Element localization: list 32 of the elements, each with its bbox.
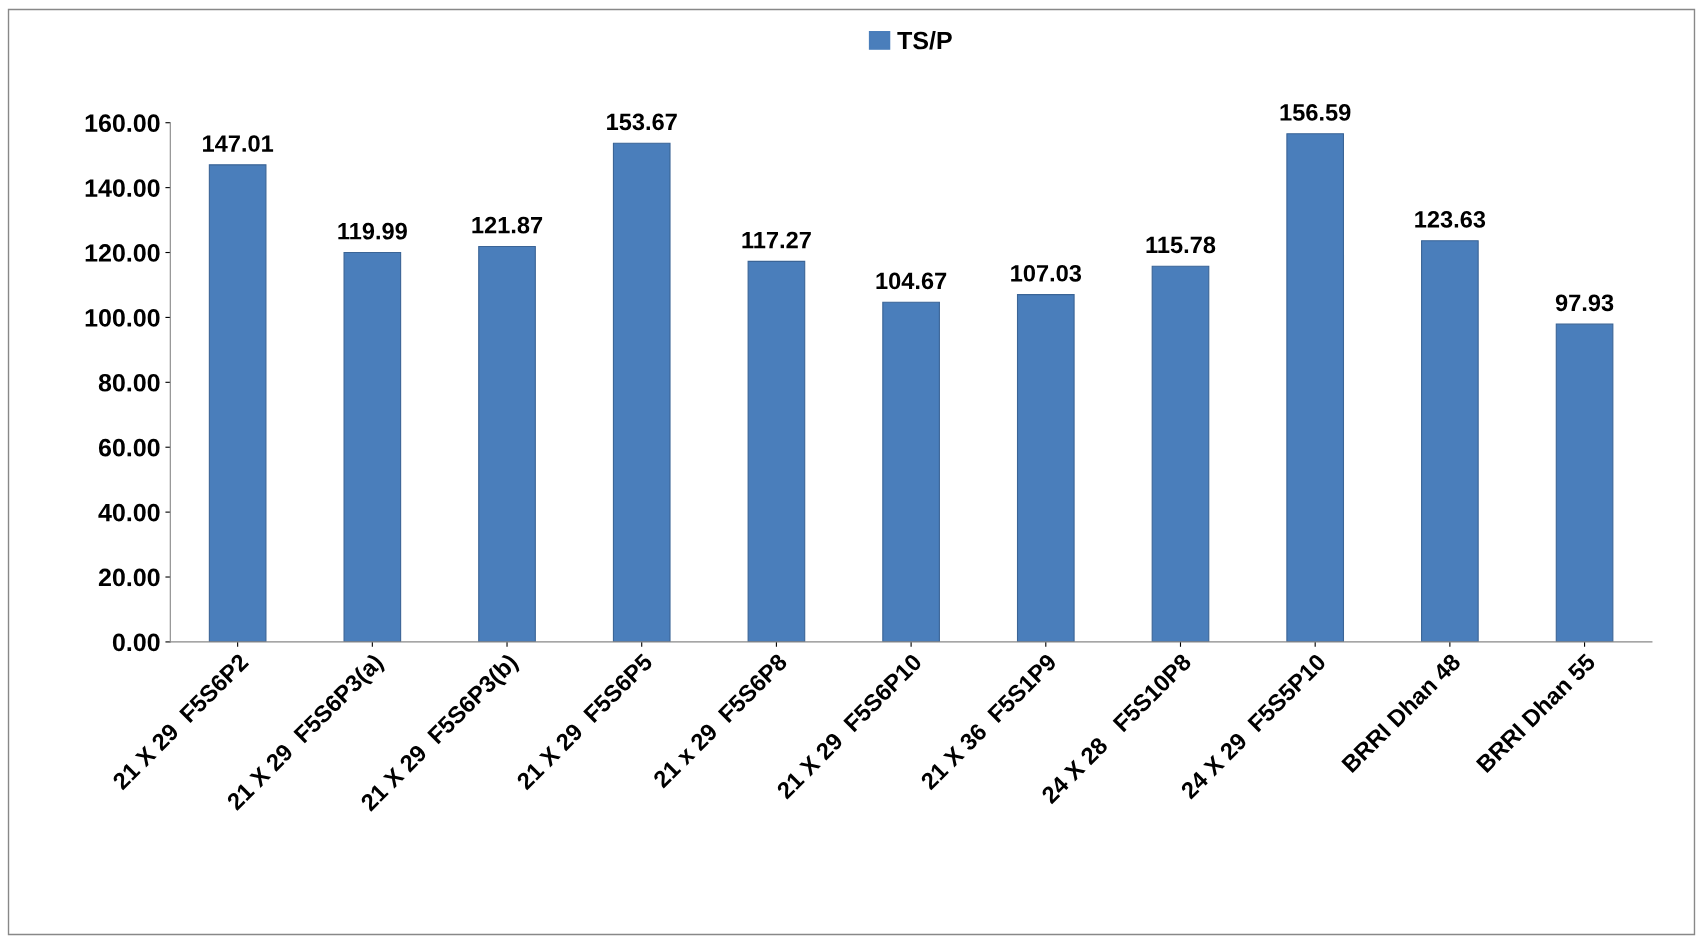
y-tick-label: 100.00 bbox=[85, 309, 160, 327]
data-label: 107.03 bbox=[1011, 264, 1082, 282]
bar bbox=[1151, 265, 1210, 642]
data-label: 119.99 bbox=[338, 222, 407, 240]
y-tick-label: 80.00 bbox=[98, 373, 160, 392]
data-label: 156.59 bbox=[1280, 104, 1351, 121]
bar bbox=[882, 301, 940, 642]
y-tick-label: 160.00 bbox=[85, 114, 160, 133]
data-label: 117.27 bbox=[742, 231, 811, 249]
data-label: 97.93 bbox=[1555, 294, 1614, 312]
data-label: 147.01 bbox=[203, 135, 274, 152]
y-tick-label: 60.00 bbox=[98, 438, 160, 457]
bar bbox=[1555, 323, 1614, 642]
data-label: 121.87 bbox=[472, 216, 543, 234]
y-tick-label: 40.00 bbox=[98, 503, 160, 522]
bar bbox=[343, 251, 402, 642]
y-tick-label: 140.00 bbox=[85, 179, 160, 197]
data-label: 104.67 bbox=[876, 272, 947, 290]
bar bbox=[612, 142, 671, 642]
y-tick-label: 120.00 bbox=[85, 244, 160, 262]
bar bbox=[1286, 133, 1345, 642]
bar bbox=[1016, 294, 1075, 642]
data-label: 123.63 bbox=[1415, 211, 1486, 228]
bar bbox=[1421, 240, 1479, 642]
bar bbox=[208, 164, 267, 642]
data-label: 153.67 bbox=[607, 113, 677, 131]
y-tick-label: 0.00 bbox=[112, 633, 160, 652]
bar bbox=[747, 260, 806, 642]
legend-label: TS/P bbox=[897, 31, 952, 50]
y-tick-label: 20.00 bbox=[98, 568, 160, 587]
bar bbox=[478, 245, 536, 642]
data-label: 115.78 bbox=[1146, 236, 1216, 254]
